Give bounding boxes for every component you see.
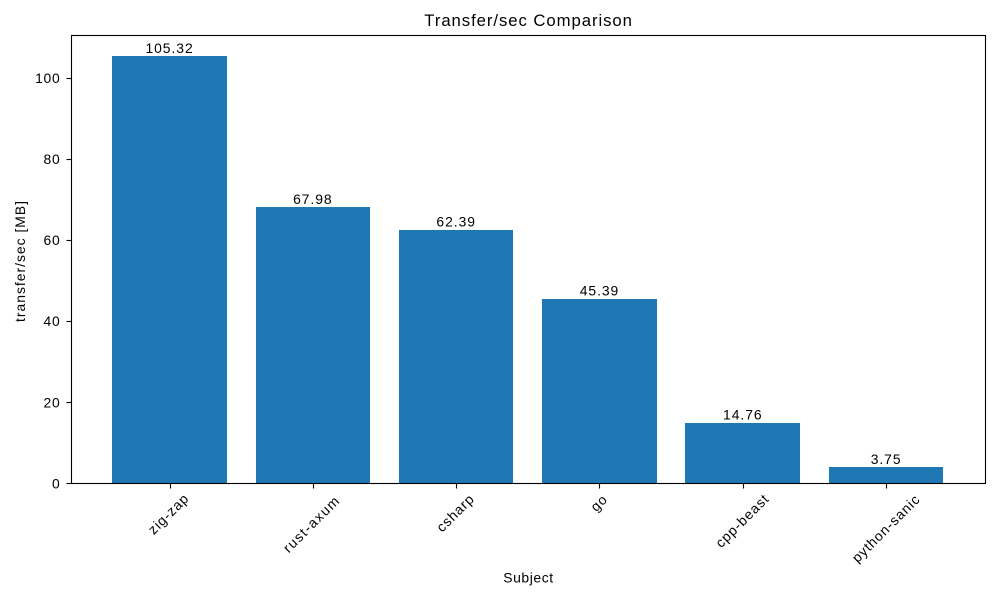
svg-text:100: 100 bbox=[35, 70, 60, 86]
svg-text:20: 20 bbox=[44, 394, 61, 410]
svg-text:Subject: Subject bbox=[503, 569, 554, 585]
svg-text:62.39: 62.39 bbox=[436, 214, 476, 230]
svg-text:105.32: 105.32 bbox=[145, 40, 193, 56]
svg-text:14.76: 14.76 bbox=[723, 407, 763, 423]
svg-text:67.98: 67.98 bbox=[293, 191, 333, 207]
svg-text:0: 0 bbox=[52, 475, 60, 491]
svg-text:40: 40 bbox=[44, 313, 61, 329]
svg-text:80: 80 bbox=[44, 151, 61, 167]
svg-text:60: 60 bbox=[44, 232, 61, 248]
svg-text:transfer/sec [MB]: transfer/sec [MB] bbox=[12, 200, 28, 322]
svg-text:Transfer/sec Comparison: Transfer/sec Comparison bbox=[424, 11, 633, 30]
svg-text:45.39: 45.39 bbox=[580, 283, 620, 299]
svg-text:3.75: 3.75 bbox=[871, 451, 902, 467]
